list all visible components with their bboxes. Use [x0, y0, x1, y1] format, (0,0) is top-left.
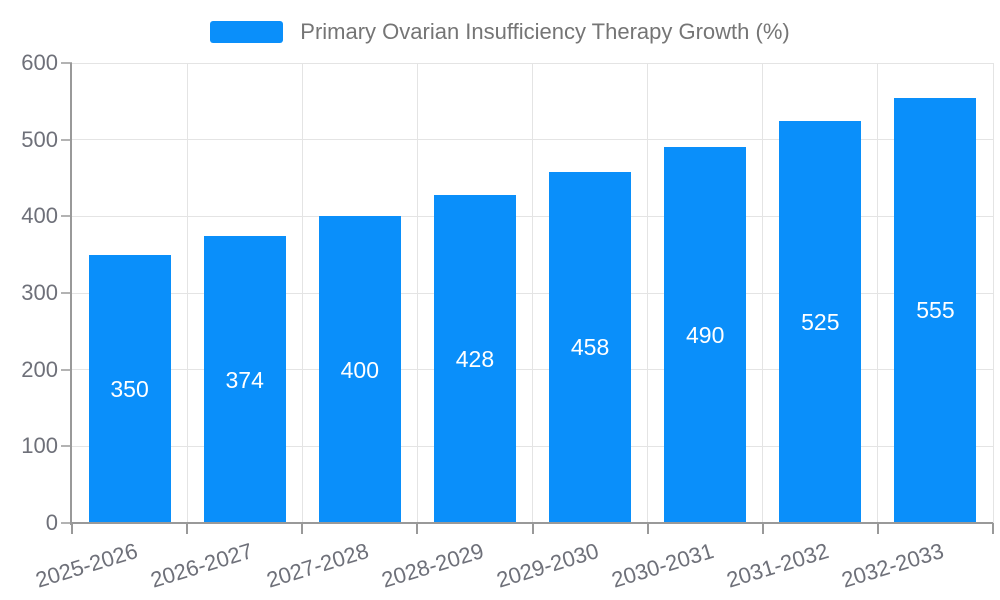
gridline-vertical [647, 63, 649, 523]
bar-value-label: 458 [570, 334, 610, 361]
y-axis-tick [61, 62, 72, 64]
bar-2027-2028[interactable] [318, 216, 401, 523]
gridline-vertical [992, 63, 994, 523]
y-axis-tick [61, 522, 72, 524]
x-axis-label: 2030-2031 [608, 538, 717, 593]
gridline-vertical [532, 63, 533, 523]
y-axis-tick [61, 215, 72, 218]
x-axis-label: 2031-2032 [723, 538, 832, 593]
x-axis-tick [71, 523, 73, 534]
x-axis-tick [531, 523, 534, 534]
x-axis-label: 2027-2028 [263, 538, 372, 593]
y-axis-line [70, 63, 72, 525]
x-axis-label: 2028-2029 [378, 538, 487, 593]
y-axis-label: 100 [21, 433, 58, 459]
gridline-vertical [186, 63, 188, 523]
x-axis-label: 2026-2027 [148, 538, 256, 593]
gridline-vertical [301, 63, 303, 523]
x-axis-label: 2025-2026 [32, 538, 141, 593]
bar-value-label: 555 [916, 297, 955, 324]
y-axis-label: 400 [21, 203, 58, 229]
legend[interactable]: Primary Ovarian Insufficiency Therapy Gr… [0, 19, 1000, 45]
gridline-vertical [877, 63, 879, 523]
gridline-vertical [416, 63, 418, 523]
bar-2030-2031[interactable] [664, 147, 747, 523]
y-axis-label: 600 [21, 50, 58, 75]
gridline-vertical [762, 63, 764, 523]
x-axis-tick [301, 523, 304, 534]
legend-marker [210, 21, 284, 43]
x-axis-label: 2032-2033 [838, 538, 947, 593]
x-axis-line [70, 522, 993, 524]
bar-2031-2032[interactable] [779, 120, 862, 523]
x-axis-tick [186, 523, 189, 534]
y-axis-label: 300 [21, 280, 58, 305]
legend-label: Primary Ovarian Insufficiency Therapy Gr… [300, 19, 790, 44]
bar-value-label: 400 [340, 356, 379, 383]
bar-2029-2030[interactable] [549, 171, 632, 523]
bar-2025-2026[interactable] [88, 254, 171, 523]
y-axis-label: 500 [21, 126, 58, 152]
y-axis-tick [61, 368, 72, 371]
x-axis-tick [761, 523, 764, 534]
bar-value-label: 428 [455, 345, 495, 372]
x-axis-tick [876, 523, 879, 534]
y-axis-tick [61, 445, 72, 448]
bar-2032-2033[interactable] [894, 97, 977, 523]
bar-2028-2029[interactable] [433, 194, 516, 523]
x-axis-tick [646, 523, 649, 534]
bar-value-label: 525 [801, 308, 840, 335]
y-axis-label: 0 [45, 510, 58, 535]
bar-2026-2027[interactable] [203, 236, 286, 523]
y-axis-tick [61, 138, 72, 141]
x-axis-tick [416, 523, 419, 534]
bar-value-label: 350 [110, 375, 149, 402]
bar-value-label: 490 [686, 322, 725, 349]
x-axis-label: 2029-2030 [493, 538, 602, 593]
y-axis-tick [61, 292, 72, 294]
x-axis-tick [992, 523, 994, 534]
y-axis-label: 200 [21, 356, 58, 382]
bar-value-label: 374 [225, 366, 264, 393]
